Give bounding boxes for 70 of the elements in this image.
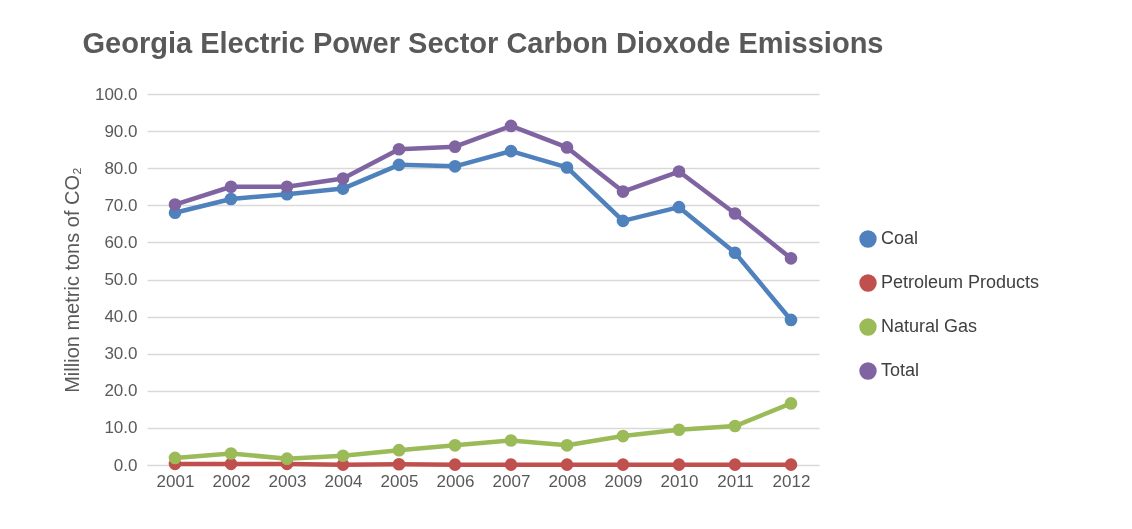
point (560, 458, 574, 471)
point (504, 434, 518, 447)
x-tick-label: 2012 (772, 471, 811, 491)
point (504, 458, 518, 471)
legend-label: Natural Gas (881, 316, 978, 336)
legend-label: Petroleum Products (881, 272, 1040, 292)
x-tick-label: 2007 (492, 471, 531, 491)
y-axis-title: Million metric tons of CO₂ (60, 167, 83, 393)
y-tick-label: 100.0 (94, 84, 138, 104)
x-tick-label: 2009 (604, 471, 643, 491)
point (784, 458, 798, 471)
point (224, 192, 238, 206)
point (448, 140, 462, 153)
point (504, 119, 518, 133)
point (672, 165, 686, 178)
point (336, 172, 350, 185)
point (616, 458, 630, 471)
point (392, 457, 406, 471)
y-tick-label: 10.0 (104, 418, 138, 438)
point (784, 252, 798, 265)
y-tick-label: 60.0 (104, 232, 138, 252)
point (560, 161, 574, 174)
y-tick-label: 40.0 (104, 307, 138, 327)
point (560, 439, 574, 452)
y-tick-label: 20.0 (104, 381, 138, 401)
point (224, 180, 238, 194)
x-tick-label: 2010 (660, 471, 699, 491)
point (280, 452, 294, 466)
point (448, 439, 462, 452)
x-tick-label: 2001 (156, 471, 195, 491)
point (448, 458, 462, 471)
point (392, 443, 406, 457)
x-tick-label: 2011 (717, 471, 754, 491)
y-tick-label: 50.0 (104, 270, 138, 289)
point (672, 423, 686, 437)
point (560, 141, 574, 154)
point (336, 449, 350, 463)
x-tick-label: 2008 (548, 471, 587, 491)
x-tick-label: 2004 (324, 471, 363, 491)
point (392, 158, 406, 172)
y-tick-label: 70.0 (104, 195, 138, 215)
point (616, 185, 630, 198)
legend-label: Total (881, 360, 920, 380)
point (616, 214, 630, 228)
y-tick-label: 90.0 (104, 121, 138, 141)
point (168, 451, 182, 465)
x-tick-label: 2006 (436, 471, 475, 491)
legend-label: Coal (881, 228, 919, 248)
point (448, 160, 462, 173)
point (728, 207, 742, 220)
x-tick-label: 2005 (380, 471, 419, 491)
point (168, 198, 182, 211)
point (728, 458, 742, 471)
y-tick-label: 30.0 (104, 344, 138, 364)
point (280, 180, 294, 194)
x-tick-label: 2002 (212, 471, 251, 491)
point (616, 429, 630, 443)
point (224, 447, 238, 460)
point (728, 246, 742, 260)
chart-title: Georgia Electric Power Sector Carbon Dioxode Emissions (82, 27, 884, 59)
point (784, 313, 798, 327)
point (672, 458, 686, 471)
point (784, 397, 798, 410)
y-tick-label: 0.0 (113, 455, 138, 475)
point (392, 142, 406, 156)
point (504, 144, 518, 158)
point (672, 200, 686, 214)
x-tick-label: 2003 (268, 471, 307, 491)
point (728, 419, 742, 433)
y-tick-label: 80.0 (104, 158, 138, 178)
